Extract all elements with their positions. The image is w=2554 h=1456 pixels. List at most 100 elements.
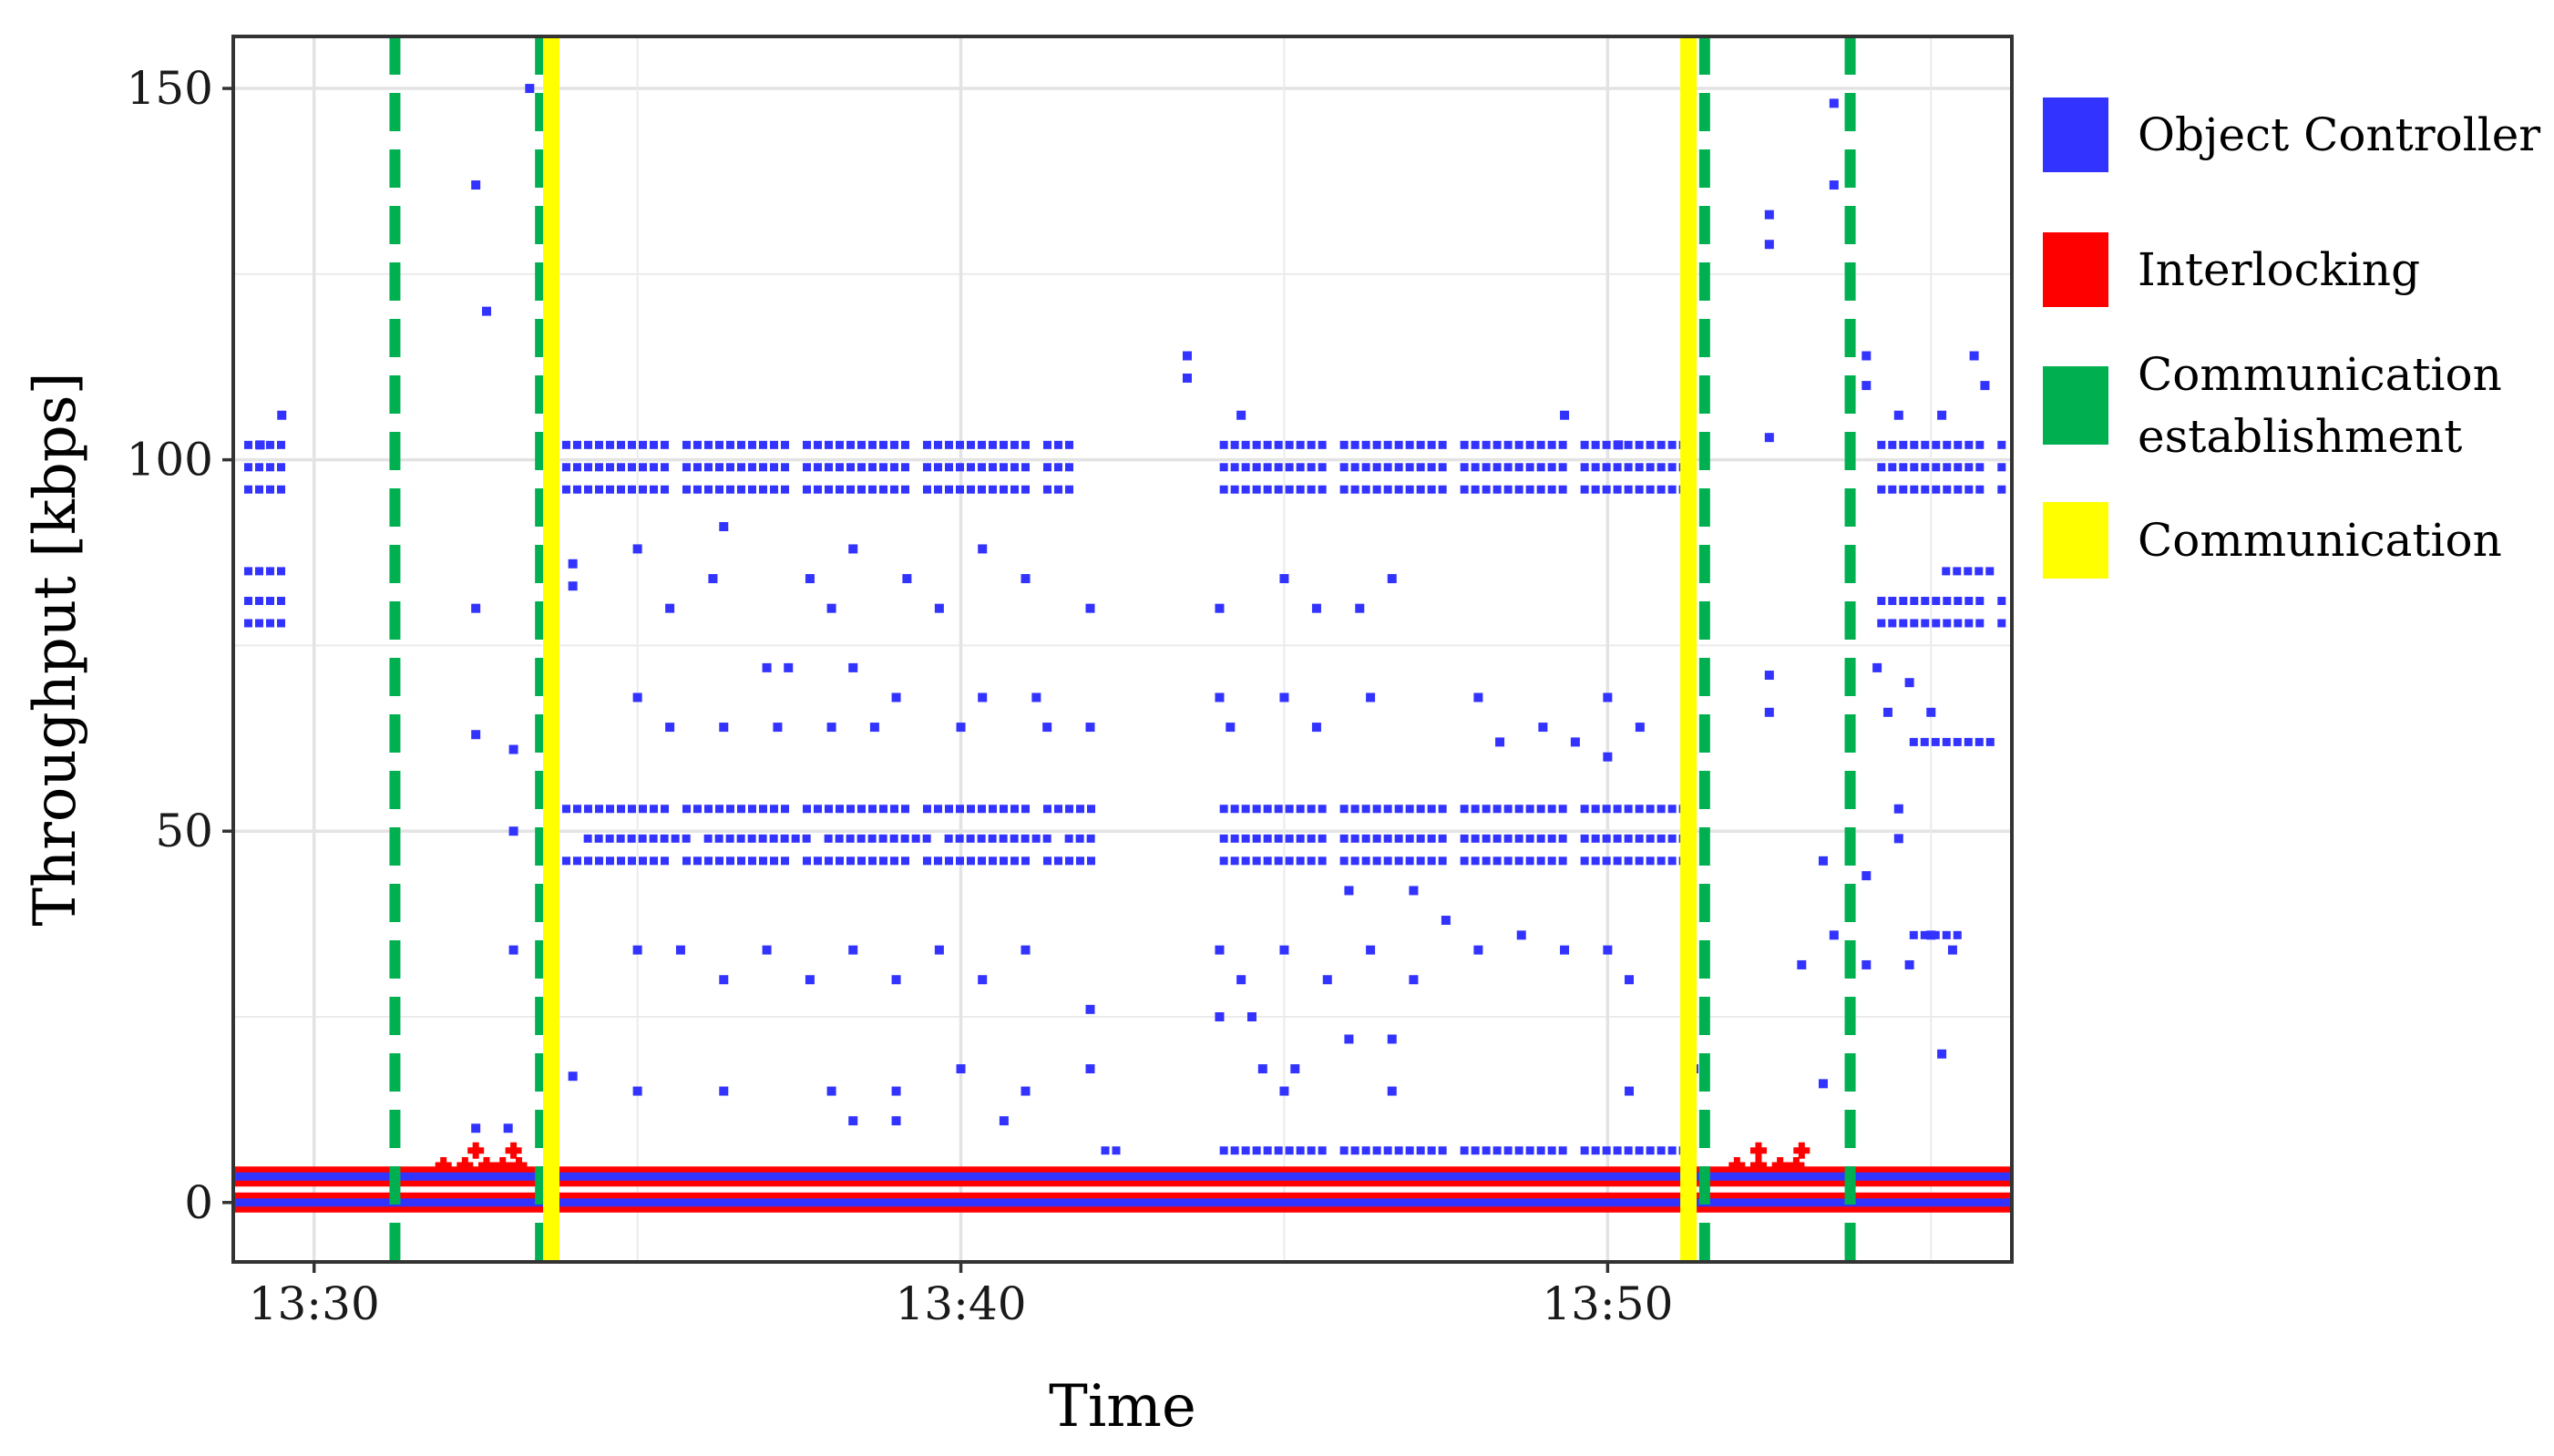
object-controller-point	[769, 834, 778, 843]
object-controller-point	[889, 856, 898, 866]
object-controller-point	[1416, 856, 1425, 866]
object-controller-point	[824, 856, 833, 866]
object-controller-point	[922, 463, 931, 472]
object-controller-point	[891, 692, 901, 702]
object-controller-point	[1263, 440, 1272, 449]
legend: Object Controller Interlocking Communicati…	[2043, 97, 2540, 579]
object-controller-point	[1910, 463, 1919, 472]
object-controller-point	[1355, 603, 1365, 613]
object-controller-point	[1503, 856, 1513, 866]
object-controller-point	[1492, 834, 1502, 843]
object-controller-point	[1591, 805, 1600, 814]
object-controller-point	[1366, 945, 1376, 955]
object-controller-point	[1387, 1034, 1397, 1044]
object-controller-point	[1361, 1146, 1370, 1155]
object-controller-point	[826, 603, 836, 613]
interlocking-point	[435, 1157, 452, 1174]
object-controller-point	[1625, 975, 1635, 985]
object-controller-point	[266, 440, 274, 449]
object-controller-point	[1086, 805, 1095, 814]
object-controller-point	[1667, 440, 1677, 449]
object-controller-point	[999, 1116, 1009, 1126]
object-controller-point	[891, 1086, 901, 1096]
object-controller-point	[736, 805, 745, 814]
object-controller-point	[922, 834, 931, 843]
object-controller-point	[627, 856, 636, 866]
object-controller-point	[1471, 805, 1480, 814]
interlocking-point	[505, 1142, 522, 1159]
object-controller-point	[846, 463, 855, 472]
object-controller-point	[902, 574, 912, 584]
object-controller-point	[1921, 485, 1930, 494]
object-controller-point	[1042, 440, 1051, 449]
object-controller-point	[703, 440, 713, 449]
object-controller-point	[1075, 834, 1084, 843]
object-controller-point	[1862, 959, 1872, 969]
object-controller-point	[594, 440, 603, 449]
object-controller-point	[805, 975, 815, 985]
object-controller-point	[1667, 485, 1677, 494]
object-controller-point	[1888, 463, 1897, 472]
object-controller-point	[1547, 440, 1556, 449]
object-controller-point	[561, 463, 570, 472]
object-controller-point	[889, 463, 898, 472]
object-controller-point	[1910, 440, 1919, 449]
object-controller-point	[692, 440, 702, 449]
object-controller-point	[1405, 1146, 1414, 1155]
object-controller-point	[1182, 373, 1192, 383]
object-controller-point	[1591, 1146, 1600, 1155]
object-controller-point	[1882, 707, 1892, 717]
object-controller-point	[583, 463, 592, 472]
object-controller-point	[1438, 485, 1447, 494]
event-lines	[389, 36, 1856, 1262]
object-controller-point	[1904, 678, 1914, 688]
object-controller-point	[780, 463, 789, 472]
object-controller-point	[627, 805, 636, 814]
object-controller-point	[1010, 485, 1019, 494]
object-controller-point	[1931, 737, 1940, 746]
object-controller-point	[1558, 485, 1567, 494]
object-controller-point	[1021, 945, 1031, 955]
x-axis-title: Time	[1049, 1373, 1196, 1441]
object-controller-point	[1591, 834, 1600, 843]
object-controller-point	[1943, 463, 1952, 472]
object-controller-point	[736, 485, 745, 494]
object-controller-point	[1624, 440, 1633, 449]
object-controller-point	[1031, 692, 1041, 702]
object-controller-point	[791, 834, 800, 843]
object-controller-point	[638, 805, 647, 814]
object-controller-point	[846, 485, 855, 494]
object-controller-point	[1602, 834, 1611, 843]
object-controller-point	[1285, 1146, 1294, 1155]
object-controller-point	[1560, 410, 1570, 420]
object-controller-point	[1416, 1146, 1425, 1155]
object-controller-point	[869, 723, 879, 733]
object-controller-point	[1514, 856, 1523, 866]
object-controller-point	[878, 485, 887, 494]
object-controller-point	[471, 603, 481, 613]
object-controller-point	[583, 440, 592, 449]
object-controller-point	[1241, 856, 1250, 866]
object-controller-point	[1797, 959, 1807, 969]
legend-label: establishment	[2138, 410, 2462, 463]
object-controller-point	[244, 440, 252, 449]
object-controller-point	[1285, 834, 1294, 843]
object-controller-point	[1943, 619, 1952, 628]
object-controller-point	[1635, 440, 1644, 449]
object-controller-point	[934, 603, 944, 613]
object-controller-point	[1942, 567, 1951, 576]
object-controller-point	[682, 463, 691, 472]
object-controller-point	[1241, 834, 1250, 843]
object-controller-point	[1964, 567, 1973, 576]
object-controller-point	[632, 692, 642, 702]
object-controller-point	[999, 856, 1008, 866]
object-controller-point	[933, 440, 942, 449]
object-controller-point	[1274, 856, 1283, 866]
object-controller-point	[1473, 945, 1483, 955]
object-controller-point	[1964, 485, 1974, 494]
object-controller-point	[660, 485, 669, 494]
object-controller-point	[1339, 440, 1349, 449]
object-controller-point	[1624, 805, 1633, 814]
object-controller-point	[244, 567, 252, 576]
object-controller-point	[632, 544, 642, 554]
